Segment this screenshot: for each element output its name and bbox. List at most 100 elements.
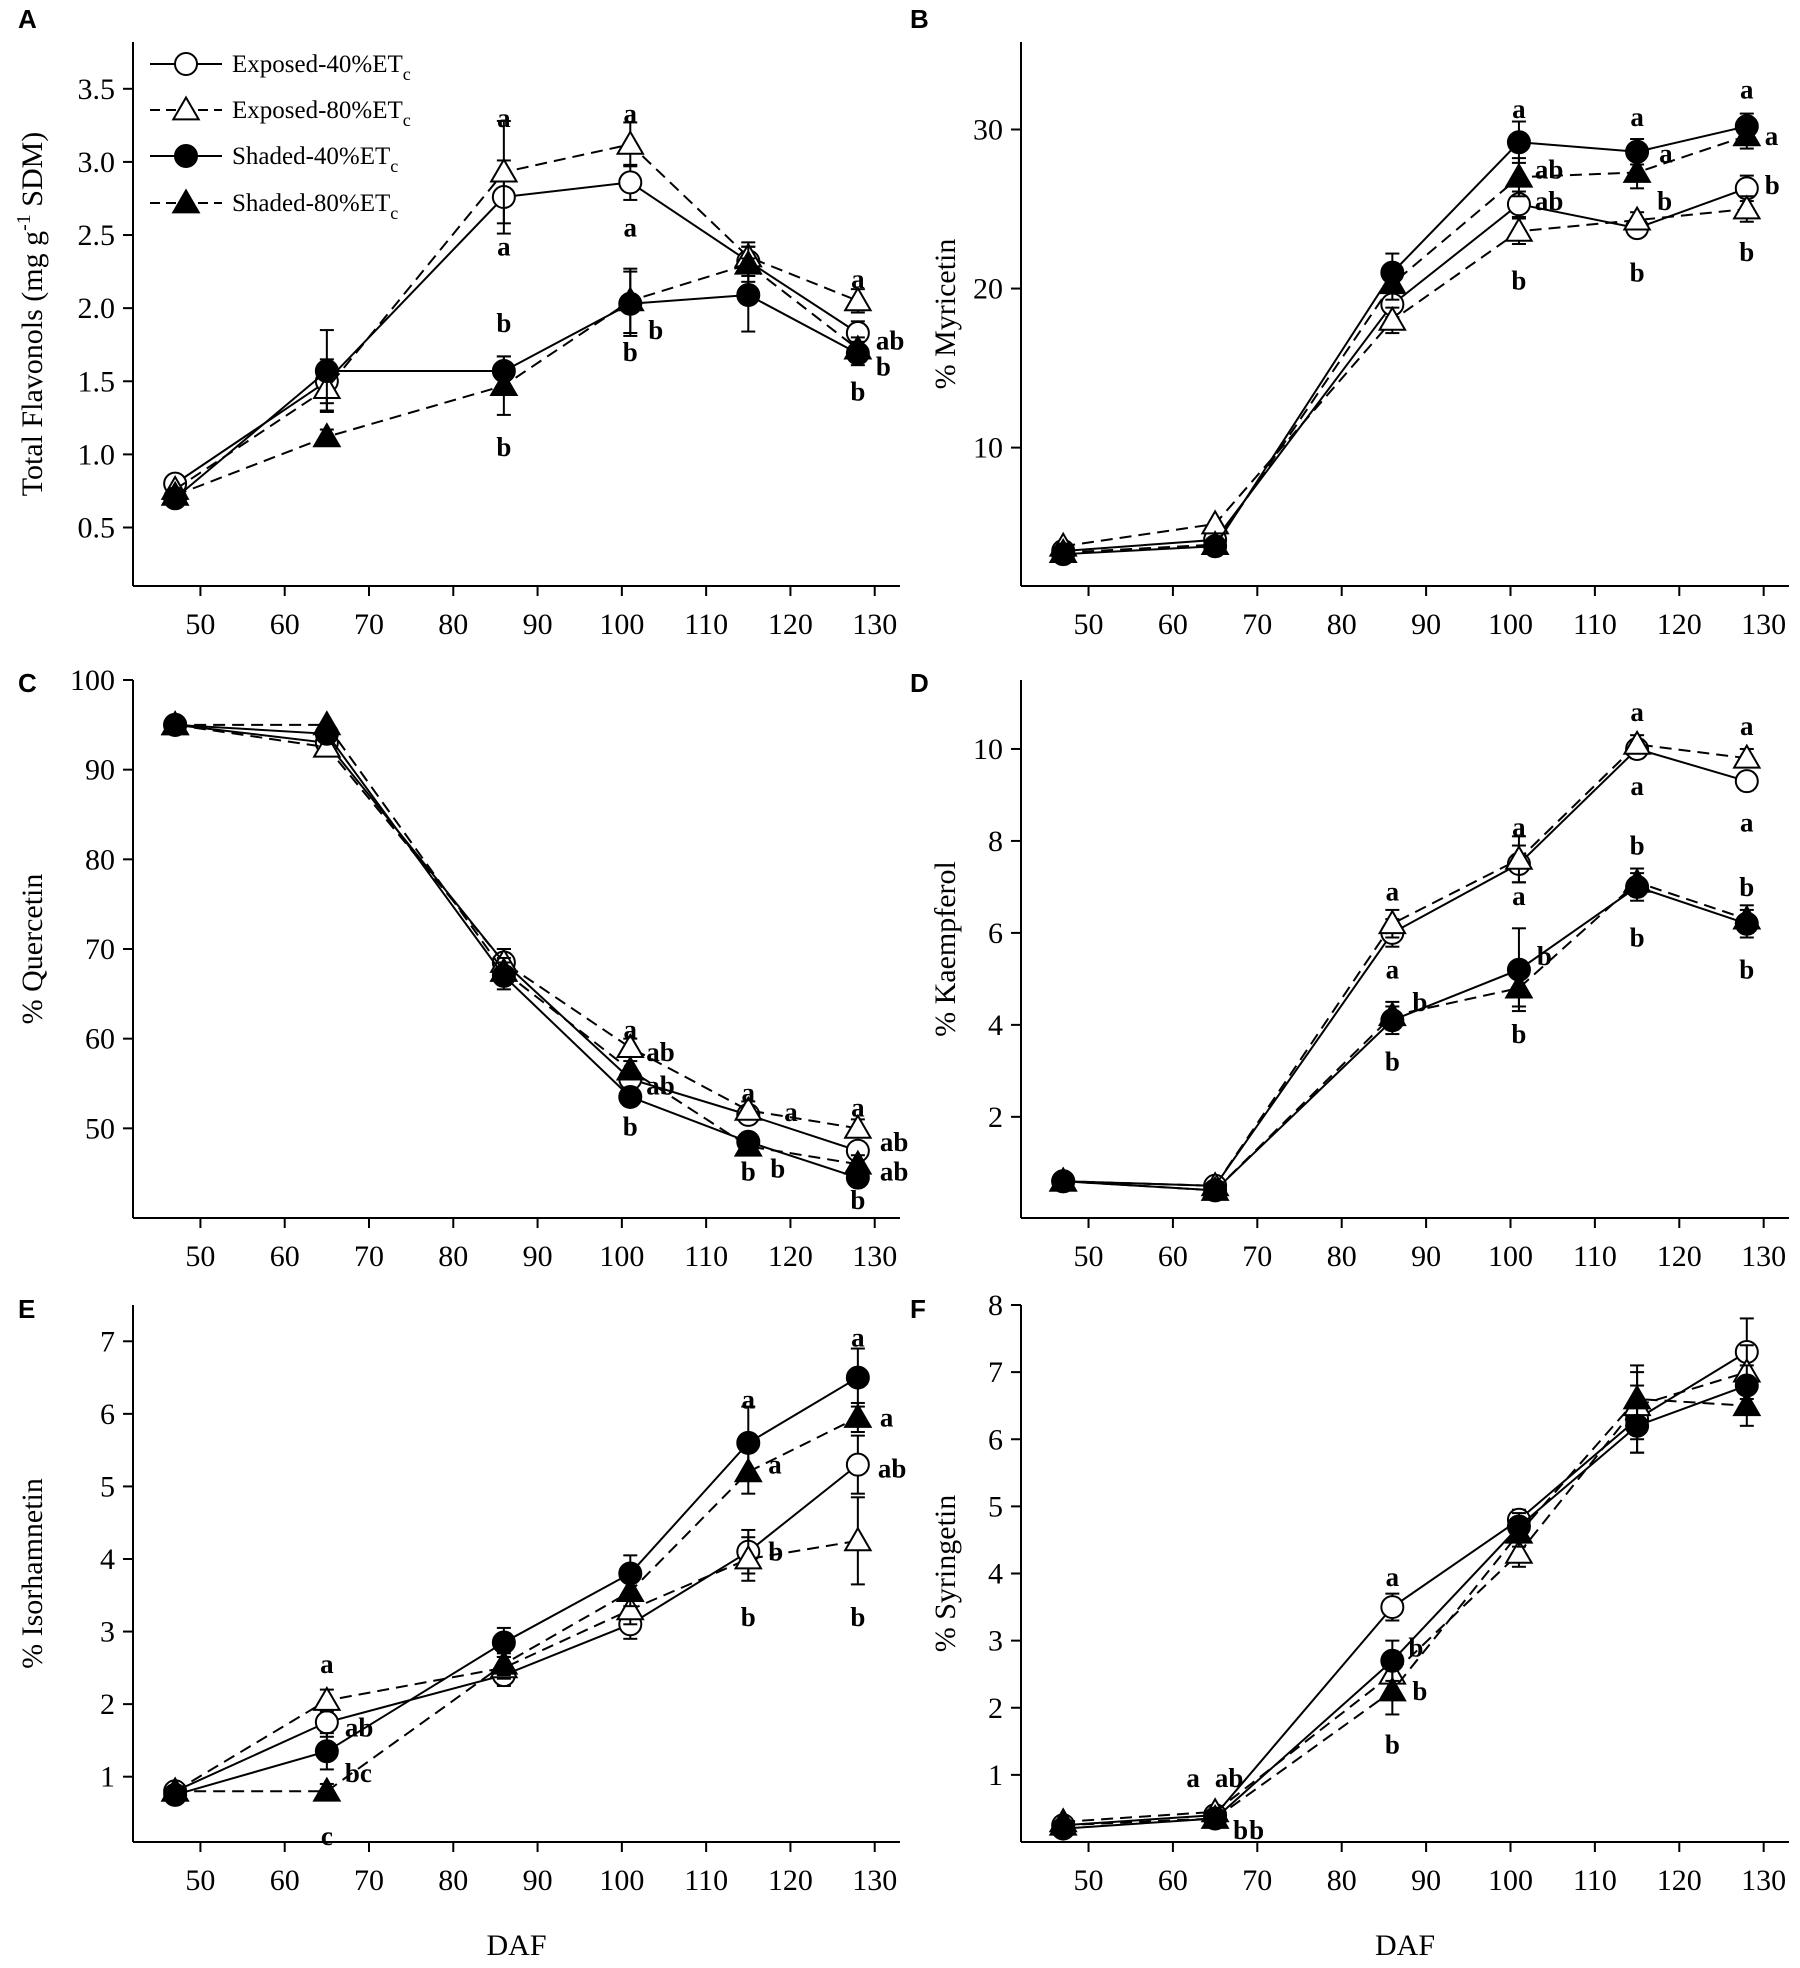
series-exposed-40-etc	[1051, 174, 1759, 564]
data-point	[843, 286, 873, 312]
y-tick-label: 70	[85, 933, 115, 966]
panel-f: F 50 60 70 80 90 100 110 120 130 1 2 3 4 5 6 7 8 % Syringe…	[910, 1289, 1789, 1962]
legend-marker	[174, 52, 198, 76]
data-point	[618, 170, 643, 195]
significance-label: b	[496, 432, 511, 462]
data-point	[489, 371, 519, 397]
significance-label: a	[1630, 102, 1644, 132]
y-tick-label: 6	[100, 1398, 115, 1431]
y-tick-label: 6	[988, 1423, 1003, 1456]
data-point	[1732, 121, 1762, 147]
series-exposed-40-etc	[163, 1434, 870, 1804]
significance-label: a	[1659, 138, 1673, 168]
data-point	[1380, 1595, 1405, 1620]
series-line	[174, 263, 859, 497]
y-tick-label: 10	[973, 733, 1003, 766]
series-shaded-80-etc	[160, 710, 873, 1175]
significance-label: a	[880, 1402, 894, 1432]
significance-label: a	[1512, 812, 1526, 842]
data-point	[1504, 1518, 1534, 1544]
series-shaded-40-etc	[163, 257, 870, 511]
x-tick-label: 130	[852, 1240, 897, 1273]
series-exposed-80-etc	[1048, 1344, 1762, 1833]
data-point	[615, 129, 645, 155]
data-point	[733, 249, 763, 275]
series-line	[174, 723, 859, 1130]
x-tick-label: 50	[1074, 1864, 1104, 1897]
significance-label: ab	[1535, 186, 1564, 216]
data-point	[615, 1577, 645, 1603]
y-tick-label: 8	[988, 1289, 1003, 1322]
series-line	[1063, 1351, 1748, 1827]
data-point	[160, 1776, 190, 1802]
legend-label: Exposed-40%ETc	[232, 51, 411, 84]
x-tick-label: 100	[599, 608, 644, 641]
y-axis-title: % Myricetin	[929, 239, 962, 390]
y-tick-label: 30	[973, 113, 1003, 146]
x-tick-label: 110	[684, 1240, 728, 1273]
x-tick-label: 90	[523, 1240, 553, 1273]
series-exposed-80-etc	[160, 710, 873, 1139]
data-point	[312, 1685, 342, 1711]
data-point	[845, 1365, 870, 1390]
y-tick-label: 3.5	[78, 73, 116, 106]
significance-label: a	[742, 1077, 756, 1107]
data-point	[618, 1084, 643, 1109]
x-tick-label: 120	[768, 1864, 813, 1897]
significance-label: b	[1511, 1019, 1526, 1049]
data-point	[160, 710, 190, 736]
series-line	[1063, 881, 1748, 1192]
series-exposed-80-etc	[160, 119, 873, 500]
significance-label: b	[1537, 941, 1552, 971]
data-point	[1377, 269, 1407, 295]
x-tick-label: 100	[599, 1864, 644, 1897]
y-tick-label: 50	[85, 1112, 115, 1145]
data-point	[1048, 538, 1078, 564]
significance-label: a	[624, 1015, 638, 1045]
significance-label: b	[1765, 170, 1780, 200]
data-point	[1622, 867, 1652, 893]
y-tick-label: 3.0	[78, 146, 116, 179]
x-tick-label: 130	[852, 608, 897, 641]
significance-label: b	[741, 1602, 756, 1632]
series-line	[1063, 747, 1748, 1187]
significance-label: a	[851, 264, 865, 294]
panel-letter: B	[910, 4, 929, 34]
significance-label: ab	[880, 1156, 909, 1186]
x-tick-label: 90	[1411, 1864, 1441, 1897]
significance-label: a	[768, 1450, 782, 1480]
data-point	[312, 710, 342, 736]
series-exposed-40-etc	[1051, 1317, 1759, 1838]
significance-label: a	[784, 1097, 798, 1127]
series-line	[174, 1463, 859, 1793]
significance-label: a	[851, 1093, 865, 1123]
series-shaded-80-etc	[160, 1401, 873, 1802]
y-tick-label: 2	[100, 1688, 115, 1721]
data-point	[733, 1544, 763, 1570]
data-point	[1200, 509, 1230, 535]
series-exposed-80-etc	[1048, 194, 1762, 557]
y-tick-label: 1.0	[78, 438, 116, 471]
data-point	[733, 1131, 763, 1157]
x-tick-label: 100	[599, 1240, 644, 1273]
x-tick-label: 60	[1158, 608, 1188, 641]
y-tick-label: 2.5	[78, 219, 116, 252]
significance-label: a	[1512, 94, 1526, 124]
significance-label: b	[850, 1185, 865, 1215]
x-tick-label: 130	[1741, 1864, 1786, 1897]
series-shaded-80-etc	[1048, 121, 1762, 564]
data-point	[1504, 1538, 1534, 1564]
x-tick-label: 70	[1242, 1864, 1272, 1897]
legend-marker	[174, 144, 198, 168]
panel-a: A 50 60 70 80 90 100 110 120 130 0.5 1.0 1.5 2.0 2.5 3.…	[13, 4, 904, 641]
series-shaded-80-etc	[1048, 1364, 1762, 1836]
series-shaded-40-etc	[1051, 1364, 1759, 1841]
x-tick-label: 60	[270, 1864, 300, 1897]
x-tick-label: 70	[354, 1864, 384, 1897]
x-tick-label: 120	[768, 608, 813, 641]
panel-letter: D	[910, 668, 929, 698]
x-tick-label: 90	[1411, 1240, 1441, 1273]
series-exposed-40-etc	[163, 712, 870, 1163]
significance-label: b	[876, 352, 891, 382]
x-axis-title: DAF	[1375, 1929, 1435, 1962]
